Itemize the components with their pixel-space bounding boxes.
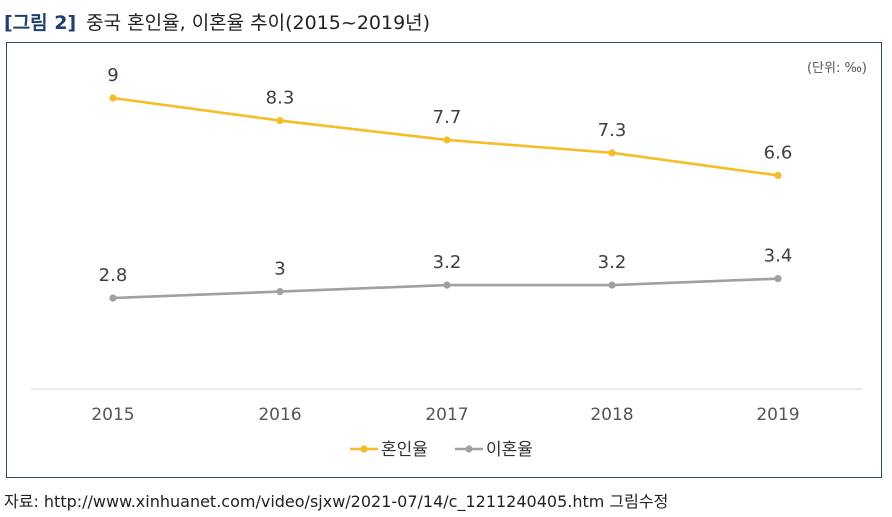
legend-item-1: 혼인율: [350, 440, 428, 460]
series-2-point-2015: [109, 294, 117, 302]
legend-item-2: 이혼율: [455, 440, 533, 460]
chart-frame: (단위: ‰) 9 8.3 7.7 7.3 6.6 2.8 3 3.2 3.2 3.4 2015 2…: [6, 42, 882, 478]
series-2-data-label-2019: 3.4: [764, 246, 793, 267]
series-2-data-label-2015: 2.8: [99, 265, 128, 286]
series-1-data-label-2018: 7.3: [598, 120, 627, 141]
series-2-point-2017: [443, 281, 451, 289]
source-note: 자료: http://www.xinhuanet.com/video/sjxw/…: [4, 492, 669, 511]
legend-label: 혼인율: [381, 440, 428, 460]
x-tick-label-2017: 2017: [425, 405, 468, 425]
series-2-point-2018: [608, 281, 616, 289]
series-1-point-2018: [608, 149, 616, 157]
legend-swatch-marker: [360, 445, 368, 453]
series-2-point-2016: [276, 287, 284, 296]
series-1-data-label-2016: 8.3: [266, 88, 295, 109]
legend-label: 이혼율: [486, 440, 533, 460]
unit-note: (단위: ‰): [806, 61, 867, 76]
series-1-data-label-2019: 6.6: [764, 142, 793, 163]
series-1-point-2015: [109, 94, 117, 102]
series-2-data-label-2018: 3.2: [598, 252, 627, 273]
series-2-data-label-2016: 3: [274, 259, 285, 280]
series-1-point-2016: [276, 116, 284, 125]
legend-swatch-marker: [465, 445, 473, 453]
figure-title: 중국 혼인율, 이혼율 추이(2015~2019년): [86, 11, 431, 34]
series-1-point-2017: [443, 136, 451, 144]
x-tick-label-2016: 2016: [258, 405, 301, 425]
figure-caption: [그림 2] 중국 혼인율, 이혼율 추이(2015~2019년): [4, 6, 430, 36]
series-1-point-2019: [774, 171, 782, 180]
series-2-point-2019: [774, 275, 782, 283]
series-1-data-label-2015: 9: [107, 65, 118, 86]
series-1-data-label-2017: 7.7: [433, 107, 462, 128]
x-tick-label-2015: 2015: [91, 405, 134, 425]
figure-number: [그림 2]: [4, 11, 77, 34]
series-2-data-label-2017: 3.2: [433, 252, 462, 273]
x-tick-label-2019: 2019: [756, 405, 799, 425]
x-tick-label-2018: 2018: [590, 405, 633, 425]
line-chart: 9 8.3 7.7 7.3 6.6 2.8 3 3.2 3.2 3.4 2015 2016 2017 2…: [31, 65, 863, 460]
